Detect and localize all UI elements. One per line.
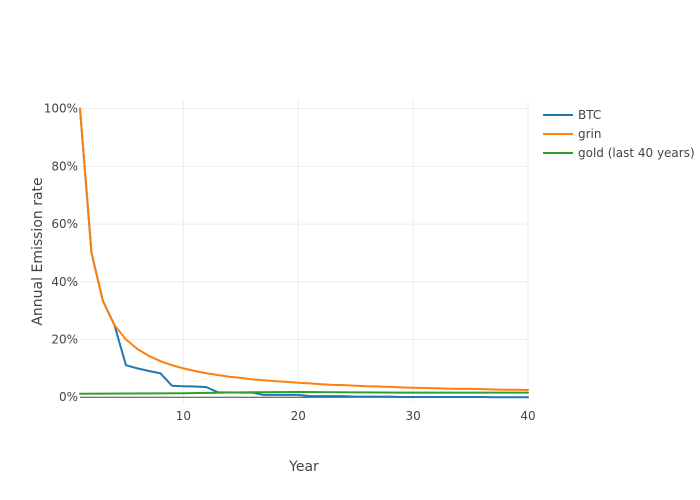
y-tick-label: 100% bbox=[44, 102, 78, 116]
y-tick-label: 40% bbox=[51, 275, 78, 289]
x-axis-title: Year bbox=[288, 459, 319, 475]
legend-item-grin[interactable]: grin bbox=[543, 127, 602, 141]
x-tick-label: 20 bbox=[291, 409, 306, 423]
x-tick-label: 30 bbox=[405, 409, 420, 423]
y-axis-title: Annual Emission rate bbox=[30, 177, 46, 325]
legend-label: BTC bbox=[578, 108, 601, 122]
grid-layer bbox=[80, 100, 529, 403]
axis-layer: 10 20 30 40 0% 20% 40% 60% 80% 100% bbox=[44, 102, 536, 423]
y-tick-label: 60% bbox=[51, 217, 78, 231]
x-tick-label: 10 bbox=[176, 409, 191, 423]
legend-label: gold (last 40 years) bbox=[578, 146, 695, 160]
series-line-gold bbox=[79, 391, 529, 395]
y-tick-label: 80% bbox=[51, 159, 78, 173]
series-line-btc bbox=[79, 107, 529, 399]
y-tick-label: 20% bbox=[51, 333, 78, 347]
legend-label: grin bbox=[578, 127, 602, 141]
series-layer bbox=[79, 107, 529, 399]
legend-item-gold[interactable]: gold (last 40 years) bbox=[543, 146, 695, 160]
series-line-grin bbox=[79, 107, 529, 392]
y-tick-label: 0% bbox=[59, 390, 78, 404]
legend[interactable]: BTC grin gold (last 40 years) bbox=[543, 108, 695, 160]
x-tick-label: 40 bbox=[520, 409, 535, 423]
legend-item-btc[interactable]: BTC bbox=[543, 108, 601, 122]
